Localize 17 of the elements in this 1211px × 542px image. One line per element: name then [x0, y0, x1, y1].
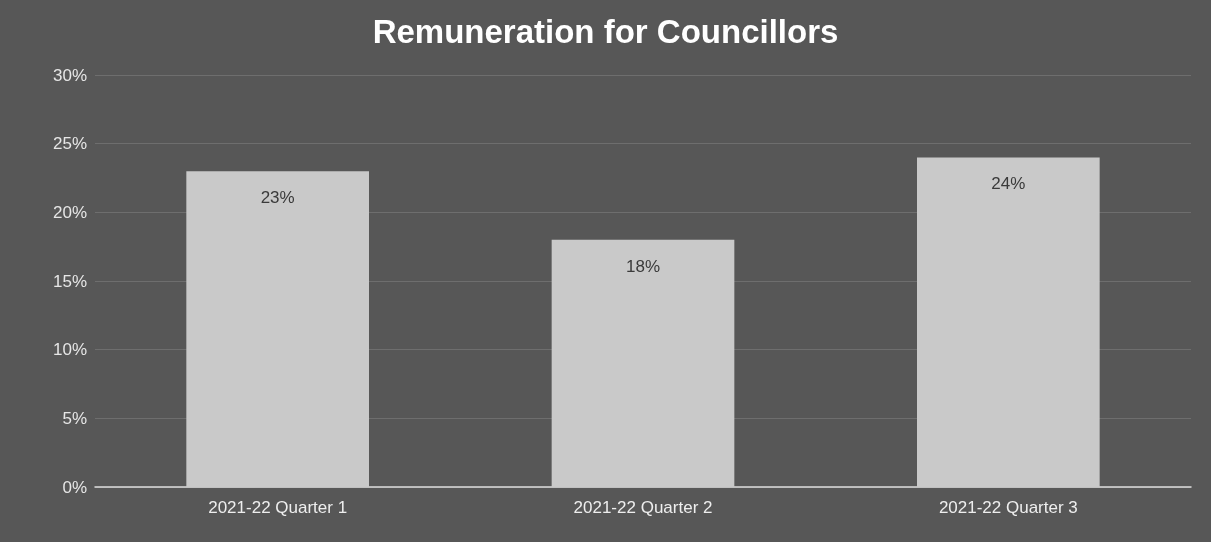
- data-label: 24%: [991, 174, 1026, 194]
- chart-title: Remuneration for Councillors: [372, 13, 839, 50]
- x-tick-label: 2021-22 Quarter 1: [208, 498, 348, 517]
- y-tick-label: 0%: [62, 477, 87, 497]
- y-tick-label: 20%: [52, 202, 87, 222]
- x-tick-label: 2021-22 Quarter 3: [938, 498, 1078, 517]
- y-tick-label: 30%: [52, 65, 87, 85]
- y-tick-label: 5%: [62, 408, 87, 428]
- data-label: 18%: [625, 256, 661, 276]
- data-label: 23%: [260, 188, 295, 208]
- y-tick-label: 15%: [52, 271, 87, 291]
- x-tick-label: 2021-22 Quarter 2: [573, 498, 713, 517]
- y-tick-label: 10%: [52, 340, 87, 360]
- bar: [551, 239, 735, 487]
- y-tick-label: 25%: [52, 134, 87, 154]
- bar: [186, 171, 369, 487]
- bar: [917, 157, 1100, 487]
